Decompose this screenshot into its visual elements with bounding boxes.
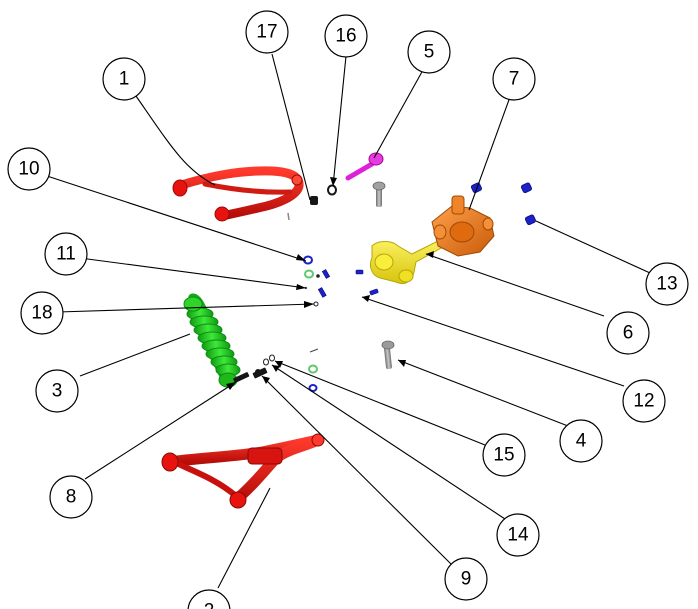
balloon-6: 6: [606, 311, 650, 355]
balloon-label: 2: [204, 601, 215, 609]
balloon-label: 8: [66, 487, 77, 508]
balloon-14: 14: [496, 513, 540, 557]
balloon-label: 12: [633, 391, 654, 412]
balloon-label: 5: [424, 42, 435, 63]
balloon-18: 18: [20, 291, 64, 335]
upper-control-arm-part: [172, 166, 304, 222]
upright-spindle-part: [369, 235, 453, 285]
kingpin-part: [345, 152, 384, 181]
coilover-shock-part: [183, 293, 241, 388]
wheel-studs-part: [470, 182, 536, 226]
balloon-label: 6: [623, 323, 634, 344]
balloon-12: 12: [622, 379, 666, 423]
grey-bolt-upper-part: [372, 181, 386, 207]
balloon-label: 10: [18, 159, 39, 180]
balloon-label: 13: [656, 274, 677, 295]
balloon-label: 15: [493, 445, 514, 466]
balloon-label: 11: [56, 244, 76, 265]
balloon-5: 5: [407, 30, 451, 74]
balloon-8: 8: [49, 475, 93, 519]
balloon-label: 17: [256, 22, 277, 43]
balloon-13: 13: [645, 262, 689, 306]
balloon-2: 2: [187, 589, 231, 609]
lower-control-arm-part: [161, 433, 325, 509]
wheel-hub-part: [431, 195, 495, 257]
balloon-label: 18: [31, 303, 52, 324]
balloon-label: 14: [507, 525, 529, 546]
balloon-16: 16: [324, 14, 368, 58]
balloon-label: 16: [335, 26, 356, 47]
balloon-7: 7: [492, 57, 536, 101]
balloon-label: 9: [461, 569, 472, 590]
balloon-4: 4: [559, 419, 603, 463]
balloon-3: 3: [35, 369, 79, 413]
grey-bolt-lower-part: [381, 340, 395, 370]
balloon-label: 3: [52, 381, 63, 402]
balloon-11: 11: [44, 232, 88, 276]
balloon-label: 1: [119, 69, 130, 90]
balloon-17: 17: [245, 10, 289, 54]
balloon-15: 15: [482, 433, 526, 477]
balloon-1: 1: [102, 57, 146, 101]
leader-arrowheads: [226, 177, 434, 390]
balloon-9: 9: [444, 557, 488, 601]
balloon-label: 4: [576, 431, 587, 452]
balloon-10: 10: [7, 147, 51, 191]
balloon-label: 7: [509, 69, 520, 90]
leader-lines: [46, 53, 651, 589]
